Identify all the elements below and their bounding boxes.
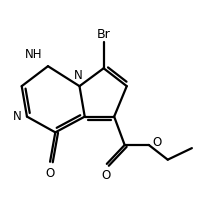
- Text: Br: Br: [97, 28, 111, 41]
- Text: NH: NH: [25, 48, 43, 61]
- Text: O: O: [101, 168, 110, 182]
- Text: O: O: [152, 136, 161, 149]
- Text: N: N: [74, 69, 83, 82]
- Text: N: N: [13, 110, 22, 123]
- Text: O: O: [46, 167, 55, 180]
